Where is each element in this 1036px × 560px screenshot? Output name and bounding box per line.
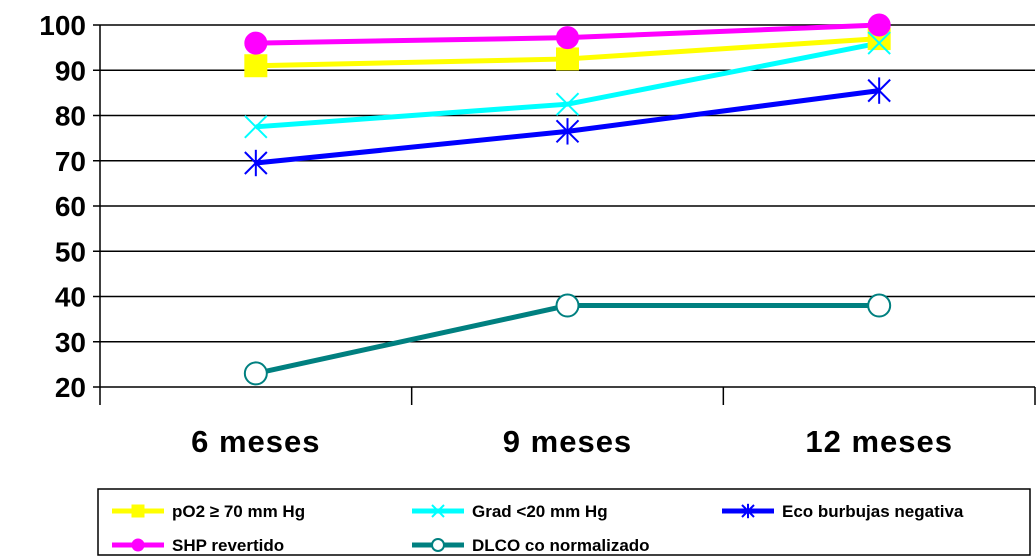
series-lines (243, 13, 892, 386)
legend-label: SHP revertido (172, 536, 284, 555)
data-point (243, 361, 268, 386)
data-point (867, 31, 891, 55)
gridlines (100, 24, 1035, 388)
y-tick-label: 20 (55, 372, 86, 403)
y-tick-label: 70 (55, 146, 86, 177)
legend-item: Eco burbujas negativa (722, 502, 964, 521)
y-tick-label: 50 (55, 236, 86, 267)
data-point (244, 31, 268, 55)
y-tick-labels: 20 30 40 50 60 70 80 90 100 (39, 10, 86, 403)
data-point (867, 293, 892, 318)
data-point (244, 149, 268, 177)
y-tick-label: 40 (55, 282, 86, 313)
legend-item: SHP revertido (112, 536, 284, 555)
legend-item: pO2 ≥ 70 mm Hg (112, 502, 305, 521)
legend-item: Grad <20 mm Hg (412, 502, 608, 521)
data-point (555, 92, 580, 116)
legend-label: Eco burbujas negativa (782, 502, 964, 521)
data-point (867, 13, 891, 37)
y-tick-label: 80 (55, 101, 86, 132)
x-tick-label: 9 meses (503, 424, 632, 459)
legend-item: DLCO co normalizado (412, 536, 650, 555)
y-tick-label: 30 (55, 327, 86, 358)
data-point (131, 538, 145, 552)
x-tick-label: 12 meses (805, 424, 953, 459)
data-point (244, 115, 268, 139)
legend-box (97, 488, 1031, 556)
legend-label: pO2 ≥ 70 mm Hg (172, 502, 305, 521)
data-point (556, 47, 579, 71)
y-tick-label: 90 (55, 55, 86, 86)
legend: pO2 ≥ 70 mm Hg Grad <20 mm Hg Eco burbujas… (97, 488, 1031, 556)
data-point (867, 77, 891, 104)
data-point (431, 538, 445, 552)
y-tick-label: 100 (39, 10, 86, 41)
x-tick-labels: 6 meses 9 meses 12 meses (191, 424, 953, 459)
data-point (431, 504, 445, 518)
data-point (556, 26, 579, 50)
axes (93, 24, 1036, 405)
data-point (555, 293, 580, 318)
data-point (741, 503, 755, 519)
x-tick-label: 6 meses (191, 424, 320, 459)
y-tick-label: 60 (55, 191, 86, 222)
data-point (244, 54, 268, 78)
legend-label: DLCO co normalizado (472, 536, 650, 555)
legend-label: Grad <20 mm Hg (472, 502, 608, 521)
data-point (131, 504, 145, 518)
data-point (555, 118, 580, 145)
